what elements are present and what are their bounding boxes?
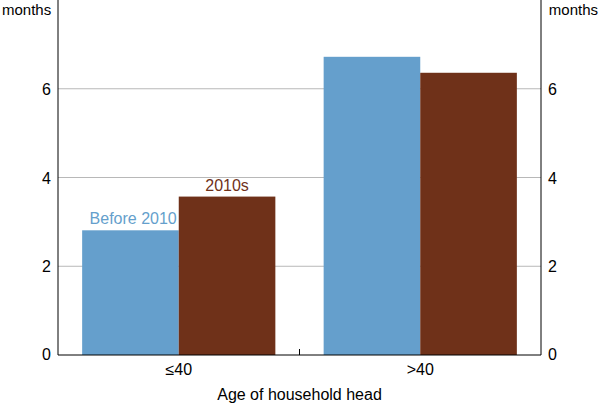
y-tick-label: 4 bbox=[42, 170, 51, 187]
x-tick-label: >40 bbox=[407, 361, 434, 378]
bar bbox=[324, 57, 421, 355]
bar bbox=[420, 73, 517, 355]
y-unit-label: months bbox=[2, 1, 51, 18]
bars bbox=[82, 57, 517, 355]
bar bbox=[179, 197, 276, 355]
y-unit-label-right: months bbox=[549, 1, 598, 18]
y-tick-label: 2 bbox=[42, 258, 51, 275]
left-axis bbox=[58, 0, 59, 355]
bar bbox=[82, 230, 179, 355]
right-axis bbox=[541, 0, 542, 355]
x-axis-label: Age of household head bbox=[217, 386, 382, 403]
y-tick-label: 6 bbox=[42, 81, 51, 98]
y-tick-label: 0 bbox=[42, 346, 51, 363]
x-tick-label: ≤40 bbox=[165, 361, 192, 378]
chart-container: 0 0 2 2 4 4 6 6 months months ≤40 >40 Age of househo… bbox=[0, 0, 600, 405]
y-tick-label-right: 2 bbox=[548, 258, 557, 275]
y-tick-label-right: 4 bbox=[548, 170, 557, 187]
series-label: 2010s bbox=[205, 177, 249, 194]
series-label: Before 2010 bbox=[90, 210, 177, 227]
y-tick-label-right: 6 bbox=[548, 81, 557, 98]
y-tick-label-right: 0 bbox=[548, 346, 557, 363]
chart-svg: 0 0 2 2 4 4 6 6 months months ≤40 >40 Age of househo… bbox=[0, 0, 600, 405]
x-tick bbox=[299, 349, 300, 355]
